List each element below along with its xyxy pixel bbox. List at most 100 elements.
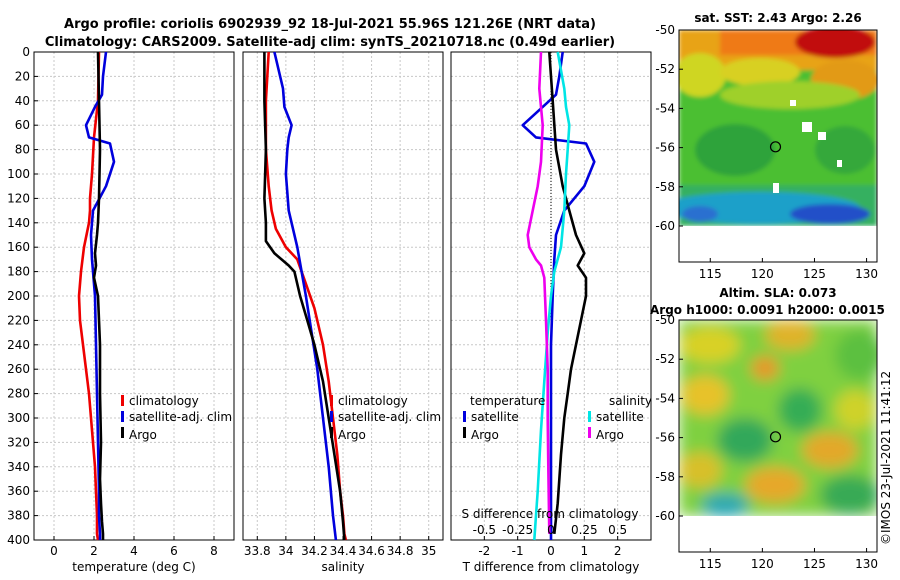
legend-swatch-satellite	[330, 411, 333, 422]
map-y-tick-label: -52	[655, 62, 675, 76]
sla-map-subtitle: Argo h1000: 0.0091 h2000: 0.0015	[650, 303, 885, 317]
panel-differences: -2 -1 0 1 2 T difference from climatology	[450, 51, 652, 574]
s-difference-tick-label: 0.5	[608, 523, 627, 537]
series-argo	[92, 51, 105, 540]
legend-swatch-argo	[121, 427, 124, 438]
sst-gap	[802, 122, 812, 132]
y-tick-label: 240	[7, 338, 30, 352]
legend-label-climatology: climatology	[129, 394, 199, 408]
x-tick-label: -2	[478, 544, 490, 558]
map-y-tick-label: -56	[655, 141, 675, 155]
series-salinity-satellite	[533, 51, 571, 541]
y-tick-label: 180	[7, 265, 30, 279]
legend-swatch-temp-satellite	[463, 411, 466, 422]
temperature-legend: climatology satellite-adj. clim Argo	[121, 394, 232, 442]
s-difference-tick-label: 0	[547, 523, 555, 537]
map-y-tick-label: -52	[655, 352, 675, 366]
y-tick-label: 340	[7, 460, 30, 474]
x-axis-label: T difference from climatology	[462, 560, 640, 574]
x-tick-label: 4	[130, 544, 138, 558]
x-tick-label: -1	[512, 544, 524, 558]
map-frame	[678, 319, 878, 553]
y-tick-label: 380	[7, 509, 30, 523]
legend-label-climatology: climatology	[338, 394, 408, 408]
x-tick-label: 0	[50, 544, 58, 558]
map-y-tick-label: -58	[655, 180, 675, 194]
map-y-tick-label: -54	[655, 101, 675, 115]
y-tick-label: 360	[7, 484, 30, 498]
panel-temperature: 0204060801001201401601802002202402602803…	[7, 45, 235, 574]
y-tick-label: 140	[7, 216, 30, 230]
y-tick-label: 80	[15, 143, 30, 157]
map-x-tick-label: 125	[803, 557, 826, 571]
map-x-tick-label: 120	[751, 267, 774, 281]
title-line-1: Argo profile: coriolis 6902939_92 18-Jul…	[64, 17, 596, 32]
legend-title-temperature: temperature	[470, 394, 545, 408]
legend-swatch-satellite	[121, 411, 124, 422]
legend-label-temp-argo: Argo	[471, 428, 499, 442]
copyright-timestamp: ©IMOS 23-Jul-2021 11:41:12	[879, 371, 893, 545]
x-axis-label: temperature (deg C)	[72, 560, 195, 574]
sst-gap	[790, 100, 796, 106]
legend-swatch-climatology	[121, 395, 124, 406]
series-salinity-argo	[526, 51, 551, 534]
x-tick-label: 2	[90, 544, 98, 558]
argo-position-marker	[769, 141, 782, 153]
map-y-tick-label: -50	[655, 313, 675, 327]
difference-legend: temperature satellite Argo salinity sate…	[463, 394, 652, 442]
y-tick-label: 220	[7, 313, 30, 327]
legend-label-sal-satellite: satellite	[596, 410, 644, 424]
s-difference-label: S difference from climatology	[462, 507, 639, 521]
y-tick-label: 120	[7, 191, 30, 205]
x-axis-label: salinity	[321, 560, 364, 574]
y-tick-label: 0	[22, 45, 30, 59]
x-tick-label: 34.6	[358, 544, 385, 558]
map-y-tick-label: -50	[655, 23, 675, 37]
sla-map: Altim. SLA: 0.073 Argo h1000: 0.0091 h20…	[650, 286, 885, 571]
y-tick-label: 60	[15, 118, 30, 132]
map-y-tick-label: -58	[655, 470, 675, 484]
legend-swatch-sal-argo	[588, 427, 591, 438]
y-tick-label: 160	[7, 240, 30, 254]
x-tick-label: 34.2	[301, 544, 328, 558]
x-tick-label: 6	[170, 544, 178, 558]
x-tick-label: 1	[581, 544, 589, 558]
x-tick-label: 33.8	[244, 544, 271, 558]
map-y-tick-label: -60	[655, 219, 675, 233]
series-climatology	[77, 51, 101, 541]
y-tick-label: 260	[7, 362, 30, 376]
map-empty-area	[679, 516, 877, 552]
map-x-tick-label: 130	[855, 267, 878, 281]
series-satellite-adj-clim	[84, 51, 116, 540]
map-x-tick-label: 130	[855, 557, 878, 571]
legend-title-salinity: salinity	[609, 394, 652, 408]
panel-salinity: 33.8 34 34.2 34.4 34.6 34.8 35 salinity	[242, 51, 444, 574]
y-tick-label: 320	[7, 435, 30, 449]
legend-swatch-argo	[330, 427, 333, 438]
series-temperature-satellite	[521, 51, 596, 540]
x-tick-label: 34.4	[330, 544, 357, 558]
legend-label-argo: Argo	[338, 428, 366, 442]
map-x-tick-label: 125	[803, 267, 826, 281]
x-tick-label: 0	[547, 544, 555, 558]
x-tick-label: 34.8	[387, 544, 414, 558]
y-tick-label: 200	[7, 289, 30, 303]
sla-map-title: Altim. SLA: 0.073	[719, 286, 836, 300]
legend-swatch-temp-argo	[463, 427, 466, 438]
y-tick-label: 20	[15, 69, 30, 83]
sst-map: sat. SST: 2.43 Argo: 2.26	[655, 11, 878, 281]
series-temperature-argo	[548, 51, 588, 535]
s-difference-tick-label: -0.5	[473, 523, 496, 537]
map-y-tick-label: -56	[655, 431, 675, 445]
x-tick-label: 2	[614, 544, 622, 558]
legend-label-sal-argo: Argo	[596, 428, 624, 442]
legend-label-argo: Argo	[129, 428, 157, 442]
legend-swatch-climatology	[330, 395, 333, 406]
y-tick-label: 40	[15, 94, 30, 108]
y-tick-label: 100	[7, 167, 30, 181]
argo-position-marker	[769, 431, 782, 443]
map-x-tick-label: 120	[751, 557, 774, 571]
x-tick-label: 34	[278, 544, 293, 558]
x-tick-label: 8	[210, 544, 218, 558]
